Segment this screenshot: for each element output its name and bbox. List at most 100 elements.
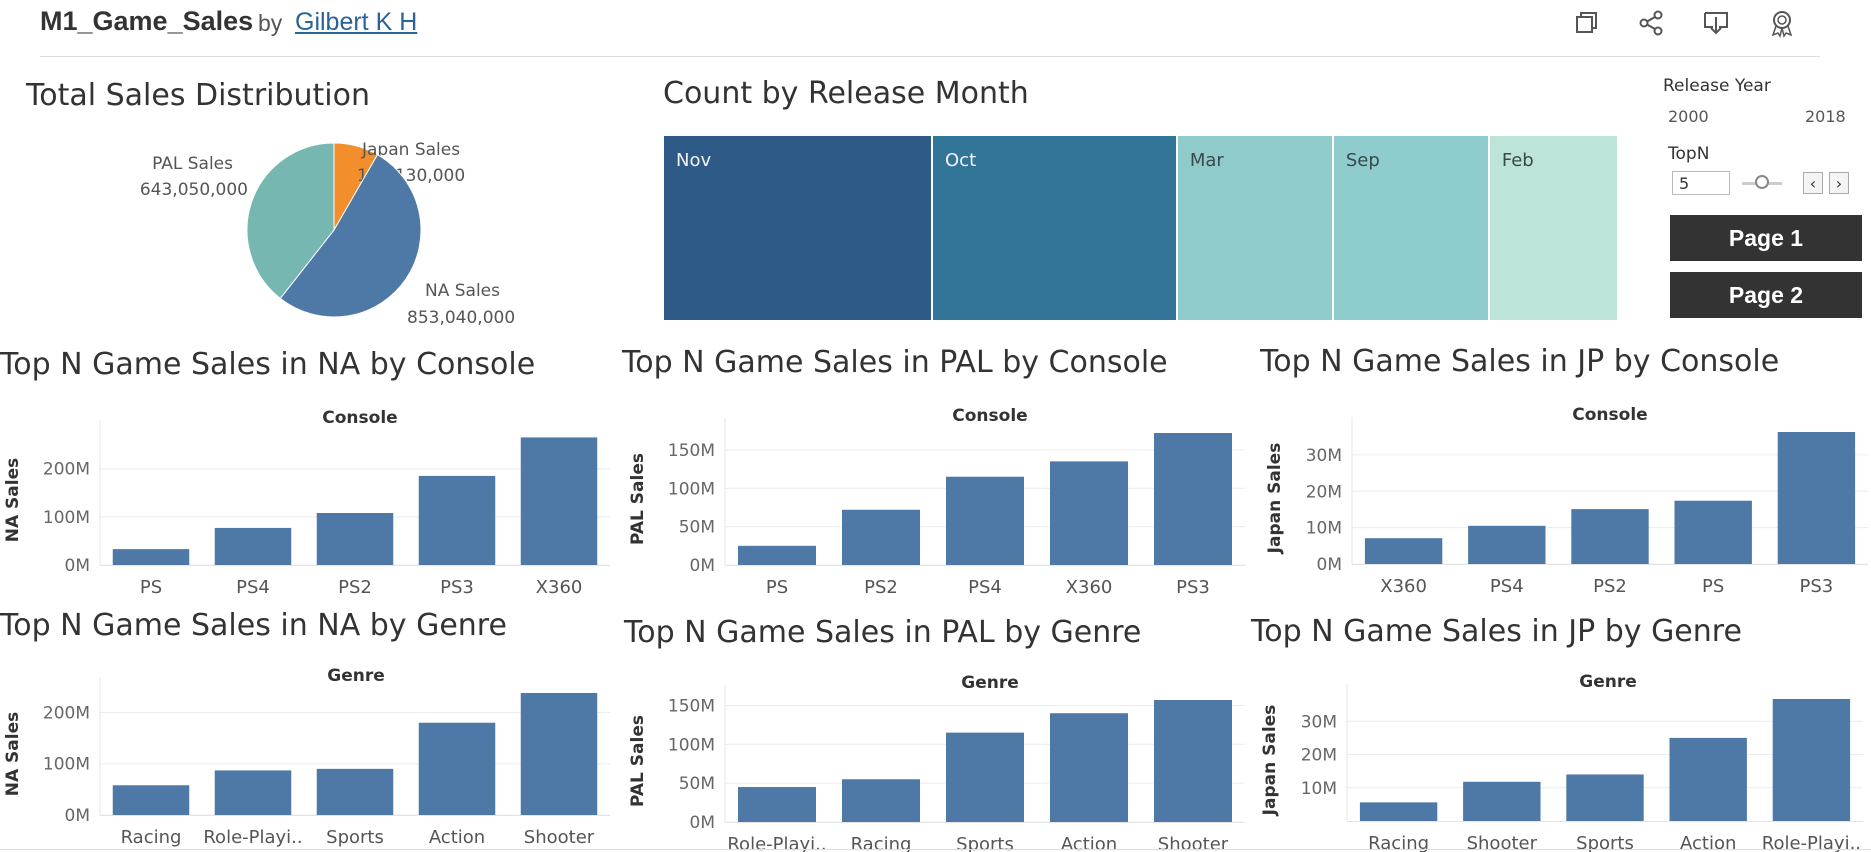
bar[interactable] [1674, 500, 1752, 564]
bar[interactable] [738, 545, 816, 565]
y-tick-label: 100M [668, 479, 715, 499]
jp-console-bar-chart[interactable]: 0M 10M 20M 30M Console Japan Sales X360 PS4 PS2 P… [1260, 392, 1871, 602]
page-2-button[interactable]: Page 2 [1670, 272, 1862, 318]
pal-console-title: Top N Game Sales in PAL by Console [622, 345, 1168, 380]
bar[interactable] [1571, 509, 1649, 564]
x-tick-label: PS [766, 577, 788, 598]
bar[interactable] [1359, 802, 1438, 821]
pie-chart-title: Total Sales Distribution [26, 78, 371, 113]
topn-next-button[interactable]: › [1829, 172, 1849, 194]
bar[interactable] [738, 787, 816, 822]
x-tick-label: X360 [1380, 576, 1427, 597]
x-tick-label: X360 [1066, 577, 1113, 598]
topn-prev-button[interactable]: ‹ [1803, 172, 1823, 194]
topn-label: TopN [1668, 144, 1710, 164]
y-tick-label: 20M [1306, 482, 1342, 502]
bar[interactable] [842, 509, 920, 565]
bar[interactable] [1772, 699, 1851, 821]
badge-icon[interactable] [1765, 6, 1799, 40]
na-console-title: Top N Game Sales in NA by Console [0, 347, 536, 382]
pie-slice-label: Japan Sales [361, 140, 460, 160]
bar[interactable] [1050, 461, 1128, 565]
month-cell[interactable]: Mar [1177, 136, 1334, 320]
pie-slice-label: NA Sales [425, 281, 500, 301]
duplicate-icon[interactable] [1569, 6, 1603, 40]
year-max-value: 2018 [1805, 107, 1846, 126]
chevron-right-icon: › [1835, 173, 1843, 193]
bar[interactable] [418, 475, 496, 565]
bar[interactable] [520, 437, 598, 565]
y-tick-label: 100M [43, 755, 90, 775]
bar[interactable] [1566, 774, 1644, 821]
y-tick-label: 30M [1306, 446, 1342, 466]
x-axis-label: Genre [1579, 672, 1637, 692]
bar[interactable] [842, 779, 920, 822]
x-tick-label: Sports [956, 834, 1014, 852]
y-axis-label: Japan Sales [1260, 705, 1280, 817]
author-link[interactable]: Gilbert K H [295, 8, 418, 36]
month-cell[interactable]: Sep [1333, 136, 1490, 320]
na-genre-bar-chart[interactable]: 0M 100M 200M Genre NA Sales Racing Role-Playi.… [0, 655, 620, 852]
bar[interactable] [520, 693, 598, 815]
y-tick-label: 0M [65, 556, 90, 576]
topn-input[interactable] [1672, 171, 1730, 195]
x-tick-label: PS4 [1490, 576, 1524, 597]
bar[interactable] [112, 549, 190, 565]
bar[interactable] [214, 527, 292, 565]
month-cell[interactable]: Oct [933, 136, 1178, 320]
y-tick-label: 200M [43, 460, 90, 480]
x-axis-label: Genre [961, 673, 1019, 693]
bar[interactable] [946, 732, 1024, 822]
bar[interactable] [1463, 781, 1541, 821]
x-tick-label: PS [140, 577, 162, 598]
x-tick-label: Shooter [1158, 834, 1229, 852]
pie-slice-value: 643,050,000 [140, 180, 248, 200]
pal-genre-bar-chart[interactable]: 0M 50M 100M 150M Genre PAL Sales Role-Playi.. R… [625, 662, 1250, 852]
x-tick-label: PS3 [1800, 576, 1834, 597]
x-tick-label: Role-Playi.. [727, 834, 826, 852]
month-cell[interactable]: Feb [1489, 136, 1619, 320]
pie-slice[interactable] [246, 142, 335, 300]
bar[interactable] [316, 768, 394, 815]
month-treemap[interactable]: Nov Oct Mar Sep Feb [664, 0, 1619, 340]
bar[interactable] [418, 722, 496, 815]
bar[interactable] [1154, 433, 1232, 565]
bar[interactable] [1777, 432, 1856, 564]
x-tick-label: Role-Playi.. [1762, 833, 1861, 852]
download-icon[interactable] [1699, 6, 1733, 40]
bar[interactable] [214, 770, 292, 815]
y-tick-label: 30M [1301, 712, 1337, 732]
x-tick-label: Racing [1368, 833, 1429, 852]
month-cell[interactable]: Nov [664, 136, 933, 320]
bar[interactable] [112, 785, 190, 815]
bar[interactable] [1364, 538, 1443, 564]
y-axis-label: PAL Sales [628, 715, 648, 807]
y-tick-label: 50M [679, 774, 715, 794]
x-tick-label: Action [1680, 833, 1736, 852]
x-tick-label: PS4 [236, 577, 270, 598]
x-axis-label: Console [322, 408, 397, 428]
topn-slider-handle[interactable] [1755, 175, 1769, 189]
pie-slice-label: PAL Sales [152, 154, 233, 174]
y-tick-label: 150M [668, 441, 715, 461]
na-console-bar-chart[interactable]: 0M 100M 200M Console NA Sales PS PS4 PS2 PS3 X360 [0, 395, 620, 605]
y-axis-label: PAL Sales [628, 453, 648, 545]
bar[interactable] [1050, 713, 1128, 822]
by-label: by [258, 10, 283, 36]
release-year-label: Release Year [1663, 76, 1771, 96]
pie-slice[interactable] [279, 153, 422, 318]
x-tick-label: PS2 [338, 577, 372, 598]
page-1-button[interactable]: Page 1 [1670, 215, 1862, 261]
bar[interactable] [1468, 525, 1546, 564]
x-axis-label: Genre [327, 666, 385, 686]
jp-genre-bar-chart[interactable]: 10M 20M 30M Genre Japan Sales Racing Shooter Sp… [1255, 661, 1871, 852]
bar[interactable] [1669, 737, 1747, 821]
x-tick-label: PS4 [968, 577, 1002, 598]
share-icon[interactable] [1634, 6, 1668, 40]
bar[interactable] [316, 513, 394, 565]
pal-console-bar-chart[interactable]: 0M 50M 100M 150M Console PAL Sales PS PS2 PS4 X36… [625, 393, 1250, 603]
bar[interactable] [1154, 700, 1232, 822]
x-tick-label: PS3 [440, 577, 474, 598]
bar[interactable] [946, 476, 1024, 565]
